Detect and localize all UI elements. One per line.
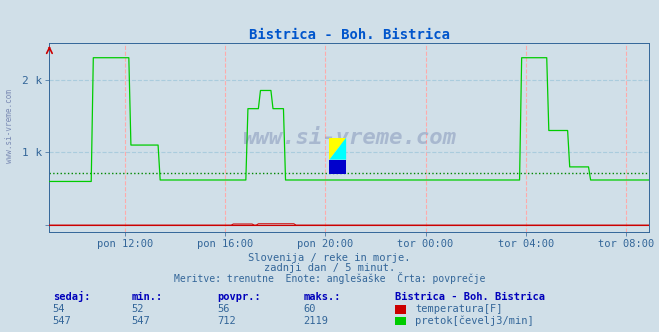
Text: maks.:: maks.: [303, 292, 341, 302]
Text: www.si-vreme.com: www.si-vreme.com [5, 89, 14, 163]
Text: 56: 56 [217, 304, 230, 314]
Text: 60: 60 [303, 304, 316, 314]
Text: Meritve: trenutne  Enote: anglešaške  Črta: povprečje: Meritve: trenutne Enote: anglešaške Črta… [174, 272, 485, 284]
Text: 52: 52 [132, 304, 144, 314]
Text: Bistrica - Boh. Bistrica: Bistrica - Boh. Bistrica [395, 292, 546, 302]
Text: www.si-vreme.com: www.si-vreme.com [243, 128, 456, 148]
Text: temperatura[F]: temperatura[F] [415, 304, 503, 314]
Polygon shape [330, 138, 346, 160]
Text: min.:: min.: [132, 292, 163, 302]
Text: Slovenija / reke in morje.: Slovenija / reke in morje. [248, 253, 411, 263]
Text: 547: 547 [132, 316, 150, 326]
Text: sedaj:: sedaj: [53, 291, 90, 302]
Polygon shape [330, 160, 346, 174]
Text: pretok[čevelj3/min]: pretok[čevelj3/min] [415, 315, 534, 326]
Text: zadnji dan / 5 minut.: zadnji dan / 5 minut. [264, 263, 395, 273]
Polygon shape [330, 138, 346, 160]
Text: 547: 547 [53, 316, 71, 326]
Text: 2119: 2119 [303, 316, 328, 326]
Title: Bistrica - Boh. Bistrica: Bistrica - Boh. Bistrica [248, 28, 450, 42]
Text: 54: 54 [53, 304, 65, 314]
Text: povpr.:: povpr.: [217, 292, 261, 302]
Text: 712: 712 [217, 316, 236, 326]
